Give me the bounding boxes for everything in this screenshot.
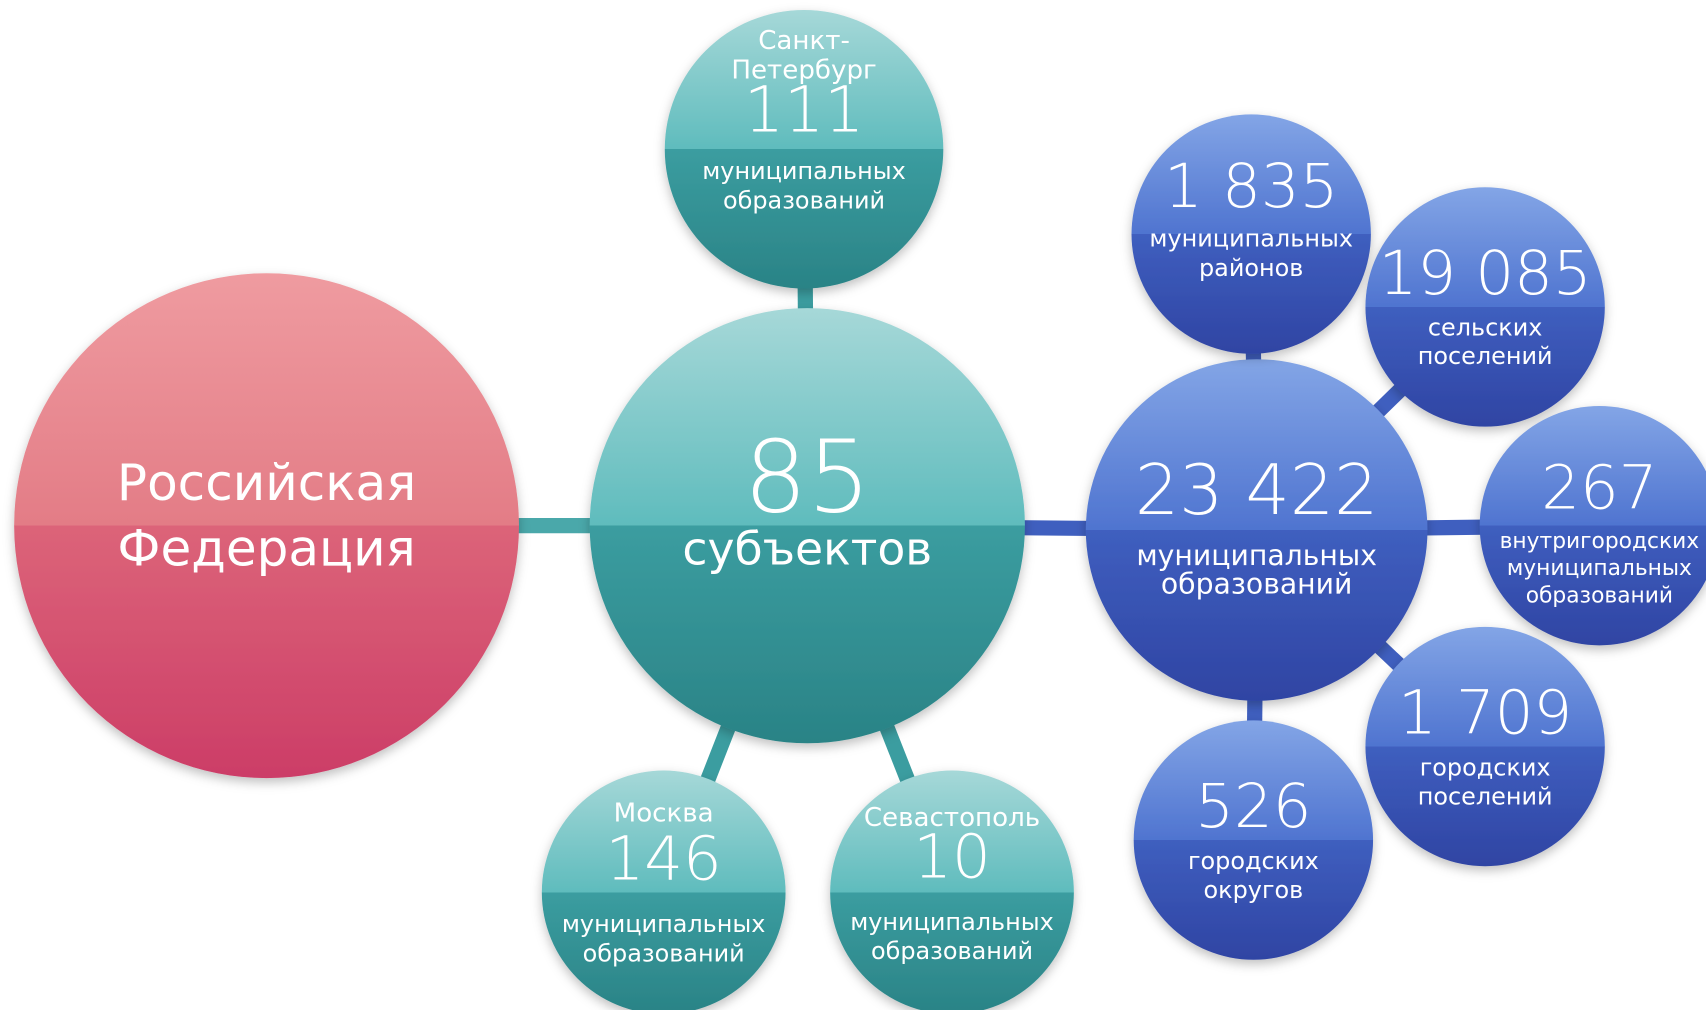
node-circle — [1131, 114, 1371, 354]
node-title: Севастополь — [864, 803, 1040, 833]
node-label: образований — [583, 939, 745, 967]
node-label: субъектов — [682, 522, 932, 575]
node-circle — [1133, 720, 1374, 960]
node-label: муниципальных — [1507, 556, 1692, 581]
node-label: Федерация — [117, 519, 415, 577]
node-label: внутригородских — [1500, 529, 1700, 554]
node-label: образований — [723, 186, 885, 214]
node-label: образований — [1526, 583, 1673, 608]
node: Российская Федерация — [14, 273, 519, 779]
node-number: 85 — [744, 419, 871, 536]
node-circle — [14, 273, 519, 779]
node-label: городских — [1188, 847, 1319, 875]
node-title: Санкт- — [758, 26, 850, 56]
node-circle — [541, 770, 786, 1014]
node-circle — [589, 308, 1025, 744]
node-number: 1 835 — [1164, 151, 1338, 222]
node-number: 19 085 — [1379, 238, 1592, 309]
node-label: районов — [1199, 254, 1303, 282]
node-label: муниципальных — [562, 910, 766, 938]
node-circle — [1479, 406, 1706, 646]
node: 267 внутригородскихмуниципальныхобразован… — [1479, 406, 1706, 646]
node-label: муниципальных — [702, 157, 906, 185]
node-circle — [1365, 626, 1605, 867]
node-label: поселений — [1418, 783, 1553, 811]
node-label: Российская — [117, 454, 416, 512]
node-title: Петербург — [731, 55, 876, 85]
node-label: образований — [1161, 568, 1353, 601]
node-label: муниципальных — [1149, 225, 1353, 253]
node-label: сельских — [1428, 314, 1543, 342]
nodes: РоссийскаяФедерация85субъектовСанкт-Пете… — [14, 9, 1706, 1014]
node-label: городских — [1420, 753, 1551, 781]
node-title: Москва — [614, 798, 714, 828]
node-number: 146 — [606, 823, 722, 894]
node-number: 111 — [744, 72, 864, 146]
node-circle — [664, 9, 944, 289]
node-circle — [830, 770, 1074, 1014]
node-circle — [1365, 187, 1605, 427]
node-label: муниципальных — [1136, 539, 1377, 572]
node-number: 267 — [1541, 452, 1657, 523]
node-number: 23 422 — [1135, 450, 1379, 531]
node-label: образований — [871, 937, 1033, 965]
node-label: поселений — [1418, 342, 1553, 370]
node-label: округов — [1204, 876, 1304, 904]
node-number: 1 709 — [1398, 678, 1572, 749]
node-label: муниципальных — [850, 908, 1054, 936]
node-circle — [1085, 359, 1428, 701]
node-number: 526 — [1195, 771, 1311, 842]
node-number: 10 — [913, 821, 991, 892]
